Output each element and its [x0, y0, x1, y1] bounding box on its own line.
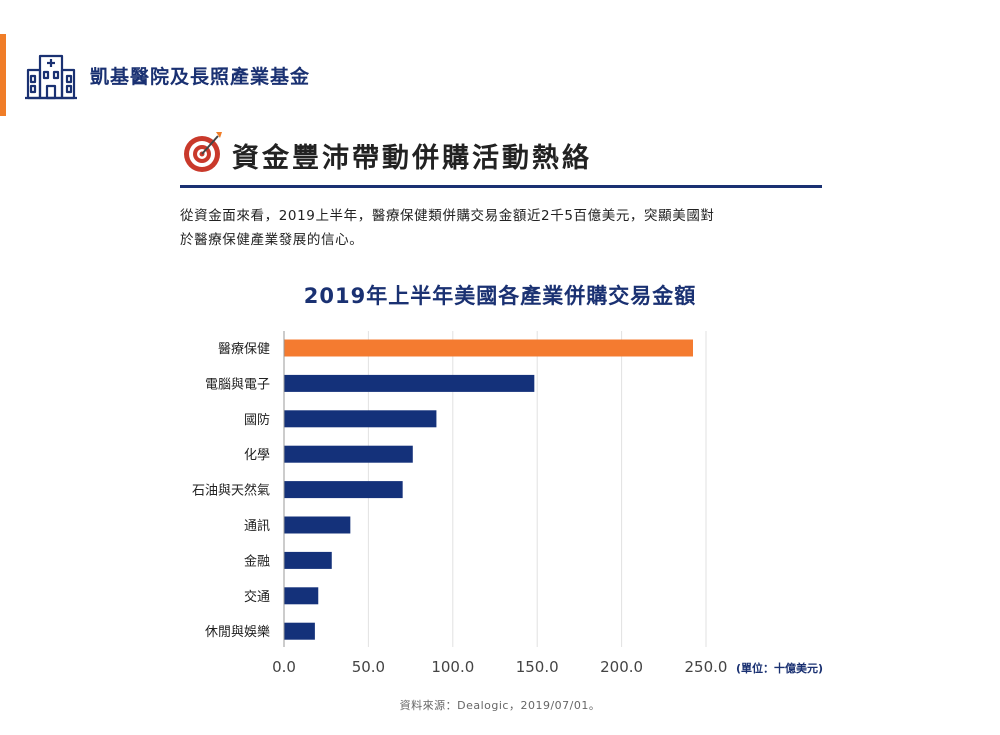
- category-label: 電腦與電子: [205, 377, 270, 392]
- category-label: 國防: [244, 412, 270, 428]
- chart-title: 2019年上半年美國各產業併購交易金額: [303, 284, 697, 308]
- x-tick-label: 250.0: [685, 658, 728, 676]
- bar: [284, 445, 413, 463]
- source-note: 資料來源：Dealogic，2019/07/01。: [399, 699, 601, 712]
- category-label: 交通: [244, 589, 270, 605]
- bar: [284, 481, 403, 499]
- bar: [284, 587, 319, 605]
- bar: [284, 622, 315, 640]
- bar: [284, 374, 535, 392]
- intro-paragraph: 從資金面來看，2019上半年，醫療保健類併購交易金額近2千5百億美元，突顯美國對…: [180, 204, 830, 252]
- category-label: 化學: [244, 448, 270, 463]
- x-tick-label: 100.0: [431, 658, 474, 676]
- x-tick-label: 200.0: [600, 658, 643, 676]
- unit-label: (單位：十億美元): [736, 661, 823, 675]
- bar: [284, 516, 351, 534]
- x-tick-label: 50.0: [352, 658, 385, 676]
- bar: [284, 339, 693, 357]
- x-tick-label: 150.0: [516, 658, 559, 676]
- intro-line-2: 於醫療保健產業發展的信心。: [180, 232, 364, 248]
- header-title: 凱基醫院及長照產業基金: [90, 66, 311, 88]
- target-icon: [184, 132, 222, 172]
- category-label: 通訊: [244, 519, 270, 534]
- intro-line-1: 從資金面來看，2019上半年，醫療保健類併購交易金額近2千5百億美元，突顯美國對: [180, 208, 715, 224]
- category-label: 石油與天然氣: [192, 483, 270, 499]
- category-label: 醫療保健: [218, 342, 270, 357]
- category-label: 休閒與娛樂: [205, 624, 270, 640]
- accent-bar: [0, 34, 6, 116]
- hospital-icon: [25, 54, 77, 100]
- section-title: 資金豐沛帶動併購活動熱絡: [232, 143, 592, 174]
- x-tick-label: 0.0: [272, 658, 296, 676]
- bar: [284, 551, 332, 569]
- bar: [284, 410, 437, 428]
- category-label: 金融: [244, 553, 270, 569]
- section-divider: [180, 185, 822, 188]
